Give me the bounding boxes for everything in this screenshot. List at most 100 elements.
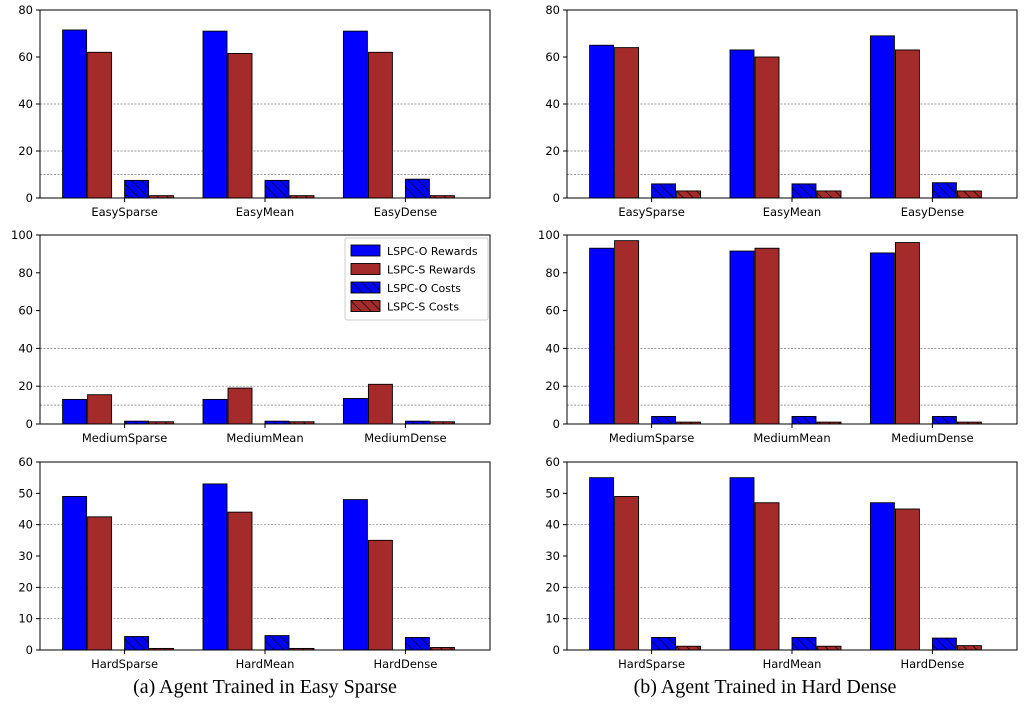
x-tick-label: HardSparse (618, 657, 685, 671)
bar-lspc-o-rewards-mediummean (202, 398, 228, 425)
bar-lspc-o-rewards-hardmean (202, 483, 228, 651)
x-tick-label: MediumSparse (609, 431, 694, 445)
legend-label: LSPC-S Rewards (387, 264, 476, 277)
bar-lspc-o-costs-mediumdense (931, 415, 957, 425)
y-tick-label: 10 (18, 612, 33, 626)
bar-lspc-s-rewards-hardmean (754, 502, 780, 651)
bar-lspc-s-rewards-hardsparse (87, 516, 113, 651)
x-tick-label: EasySparse (618, 205, 685, 219)
chart-panel-b-row-0: 0 20 40 60 80 EasySparse EasyMean EasyDense (545, 3, 1018, 219)
x-tick-label: MediumMean (753, 431, 830, 445)
y-tick-label: 80 (545, 266, 560, 280)
y-tick-label: 60 (18, 455, 33, 469)
bar-lspc-o-costs-easydense (404, 178, 430, 199)
y-tick-label: 30 (18, 549, 33, 563)
y-tick-label: 20 (545, 144, 560, 158)
bar-lspc-o-rewards-hardsparse (62, 496, 88, 651)
legend-box (344, 237, 489, 321)
y-tick-label: 50 (18, 486, 33, 500)
bar-lspc-o-costs-mediummean (791, 415, 817, 425)
bar-lspc-s-rewards-mediummean (227, 387, 253, 425)
y-tick-label: 20 (18, 379, 33, 393)
bar-lspc-o-rewards-harddense (342, 499, 368, 651)
y-tick-label: 40 (545, 97, 560, 111)
y-tick-label: 100 (11, 228, 33, 242)
bar-lspc-o-rewards-easymean (729, 49, 755, 199)
y-tick-label: 0 (553, 191, 560, 205)
y-tick-label: 80 (18, 3, 33, 17)
y-tick-label: 40 (545, 341, 560, 355)
y-tick-label: 60 (545, 304, 560, 318)
bar-lspc-o-rewards-mediumsparse (589, 247, 615, 425)
bar-lspc-s-costs-easydense (956, 190, 982, 199)
y-tick-label: 50 (545, 486, 560, 500)
bar-lspc-o-costs-mediumsparse (651, 415, 677, 425)
legend-label: LSPC-O Costs (387, 282, 461, 295)
x-tick-label: EasyDense (374, 205, 437, 219)
bar-lspc-o-rewards-mediumsparse (62, 398, 88, 425)
x-tick-label: MediumDense (891, 431, 973, 445)
bar-lspc-s-costs-easymean (816, 190, 842, 199)
bar-lspc-s-rewards-mediumsparse (87, 394, 113, 425)
bar-lspc-s-rewards-hardmean (227, 511, 253, 651)
bar-lspc-s-rewards-easydense (894, 49, 920, 199)
legend-label: LSPC-O Rewards (387, 245, 478, 258)
legend-label: LSPC-S Costs (387, 301, 459, 314)
x-tick-label: MediumMean (226, 431, 303, 445)
bar-lspc-o-costs-easymean (791, 183, 817, 199)
bar-lspc-o-rewards-easysparse (62, 29, 88, 199)
x-tick-label: EasySparse (91, 205, 158, 219)
y-tick-label: 0 (553, 417, 560, 431)
bar-lspc-s-rewards-harddense (367, 539, 393, 651)
bar-lspc-s-costs-harddense (956, 645, 982, 651)
legend-swatch (350, 300, 381, 312)
bar-lspc-o-rewards-mediumdense (869, 252, 895, 425)
caption-panel-a: (a) Agent Trained in Easy Sparse (133, 676, 397, 698)
caption-panel-b: (b) Agent Trained in Hard Dense (633, 676, 897, 698)
y-tick-label: 30 (545, 549, 560, 563)
y-tick-label: 20 (545, 580, 560, 594)
chart-panel-a-row-2: 0 10 20 30 40 50 60 HardSparse HardMean HardDense (18, 455, 491, 671)
legend: LSPC-O Rewards LSPC-S Rewards LSPC-O Costs… (344, 237, 489, 321)
bar-lspc-s-costs-easysparse (676, 190, 702, 199)
bar-lspc-s-rewards-harddense (894, 508, 920, 651)
bar-lspc-s-costs-hardmean (816, 645, 842, 651)
bar-lspc-o-costs-harddense (404, 637, 430, 651)
bar-lspc-s-rewards-mediummean (754, 247, 780, 425)
bar-lspc-o-rewards-harddense (869, 502, 895, 651)
y-tick-label: 40 (18, 341, 33, 355)
x-tick-label: HardMean (763, 657, 822, 671)
y-tick-label: 0 (26, 417, 33, 431)
y-tick-label: 20 (545, 379, 560, 393)
chart-panel-b-row-1: 0 20 40 60 80 100 MediumSparse MediumMean Medium… (538, 228, 1018, 445)
bar-lspc-o-costs-hardsparse (651, 637, 677, 651)
bar-lspc-o-rewards-mediummean (729, 250, 755, 425)
x-tick-label: EasyMean (763, 205, 821, 219)
y-tick-label: 0 (26, 643, 33, 657)
bar-lspc-s-rewards-easymean (754, 56, 780, 199)
x-tick-label: HardDense (900, 657, 964, 671)
bar-lspc-o-costs-easysparse (651, 183, 677, 199)
y-tick-label: 40 (18, 97, 33, 111)
legend-swatch (350, 281, 381, 294)
bar-lspc-o-costs-hardmean (791, 637, 817, 651)
y-tick-label: 60 (18, 304, 33, 318)
x-tick-label: MediumSparse (82, 431, 167, 445)
bar-lspc-o-costs-easysparse (124, 179, 150, 199)
bar-lspc-s-rewards-easydense (367, 51, 393, 199)
bar-lspc-s-rewards-easysparse (614, 47, 640, 199)
chart-panel-a-row-1: 0 20 40 60 80 100 MediumSparse MediumMean Medium… (11, 228, 491, 445)
x-tick-label: EasyDense (901, 205, 964, 219)
x-tick-label: HardMean (236, 657, 295, 671)
y-tick-label: 10 (545, 612, 560, 626)
y-tick-label: 0 (553, 643, 560, 657)
x-tick-label: EasyMean (236, 205, 294, 219)
x-tick-label: HardSparse (91, 657, 158, 671)
bar-lspc-o-costs-easydense (931, 182, 957, 199)
bar-lspc-o-rewards-easydense (342, 30, 368, 199)
x-tick-label: MediumDense (364, 431, 446, 445)
y-tick-label: 40 (18, 518, 33, 532)
bar-lspc-o-rewards-mediumdense (342, 398, 368, 425)
y-tick-label: 80 (18, 266, 33, 280)
bar-lspc-s-rewards-easymean (227, 53, 253, 199)
